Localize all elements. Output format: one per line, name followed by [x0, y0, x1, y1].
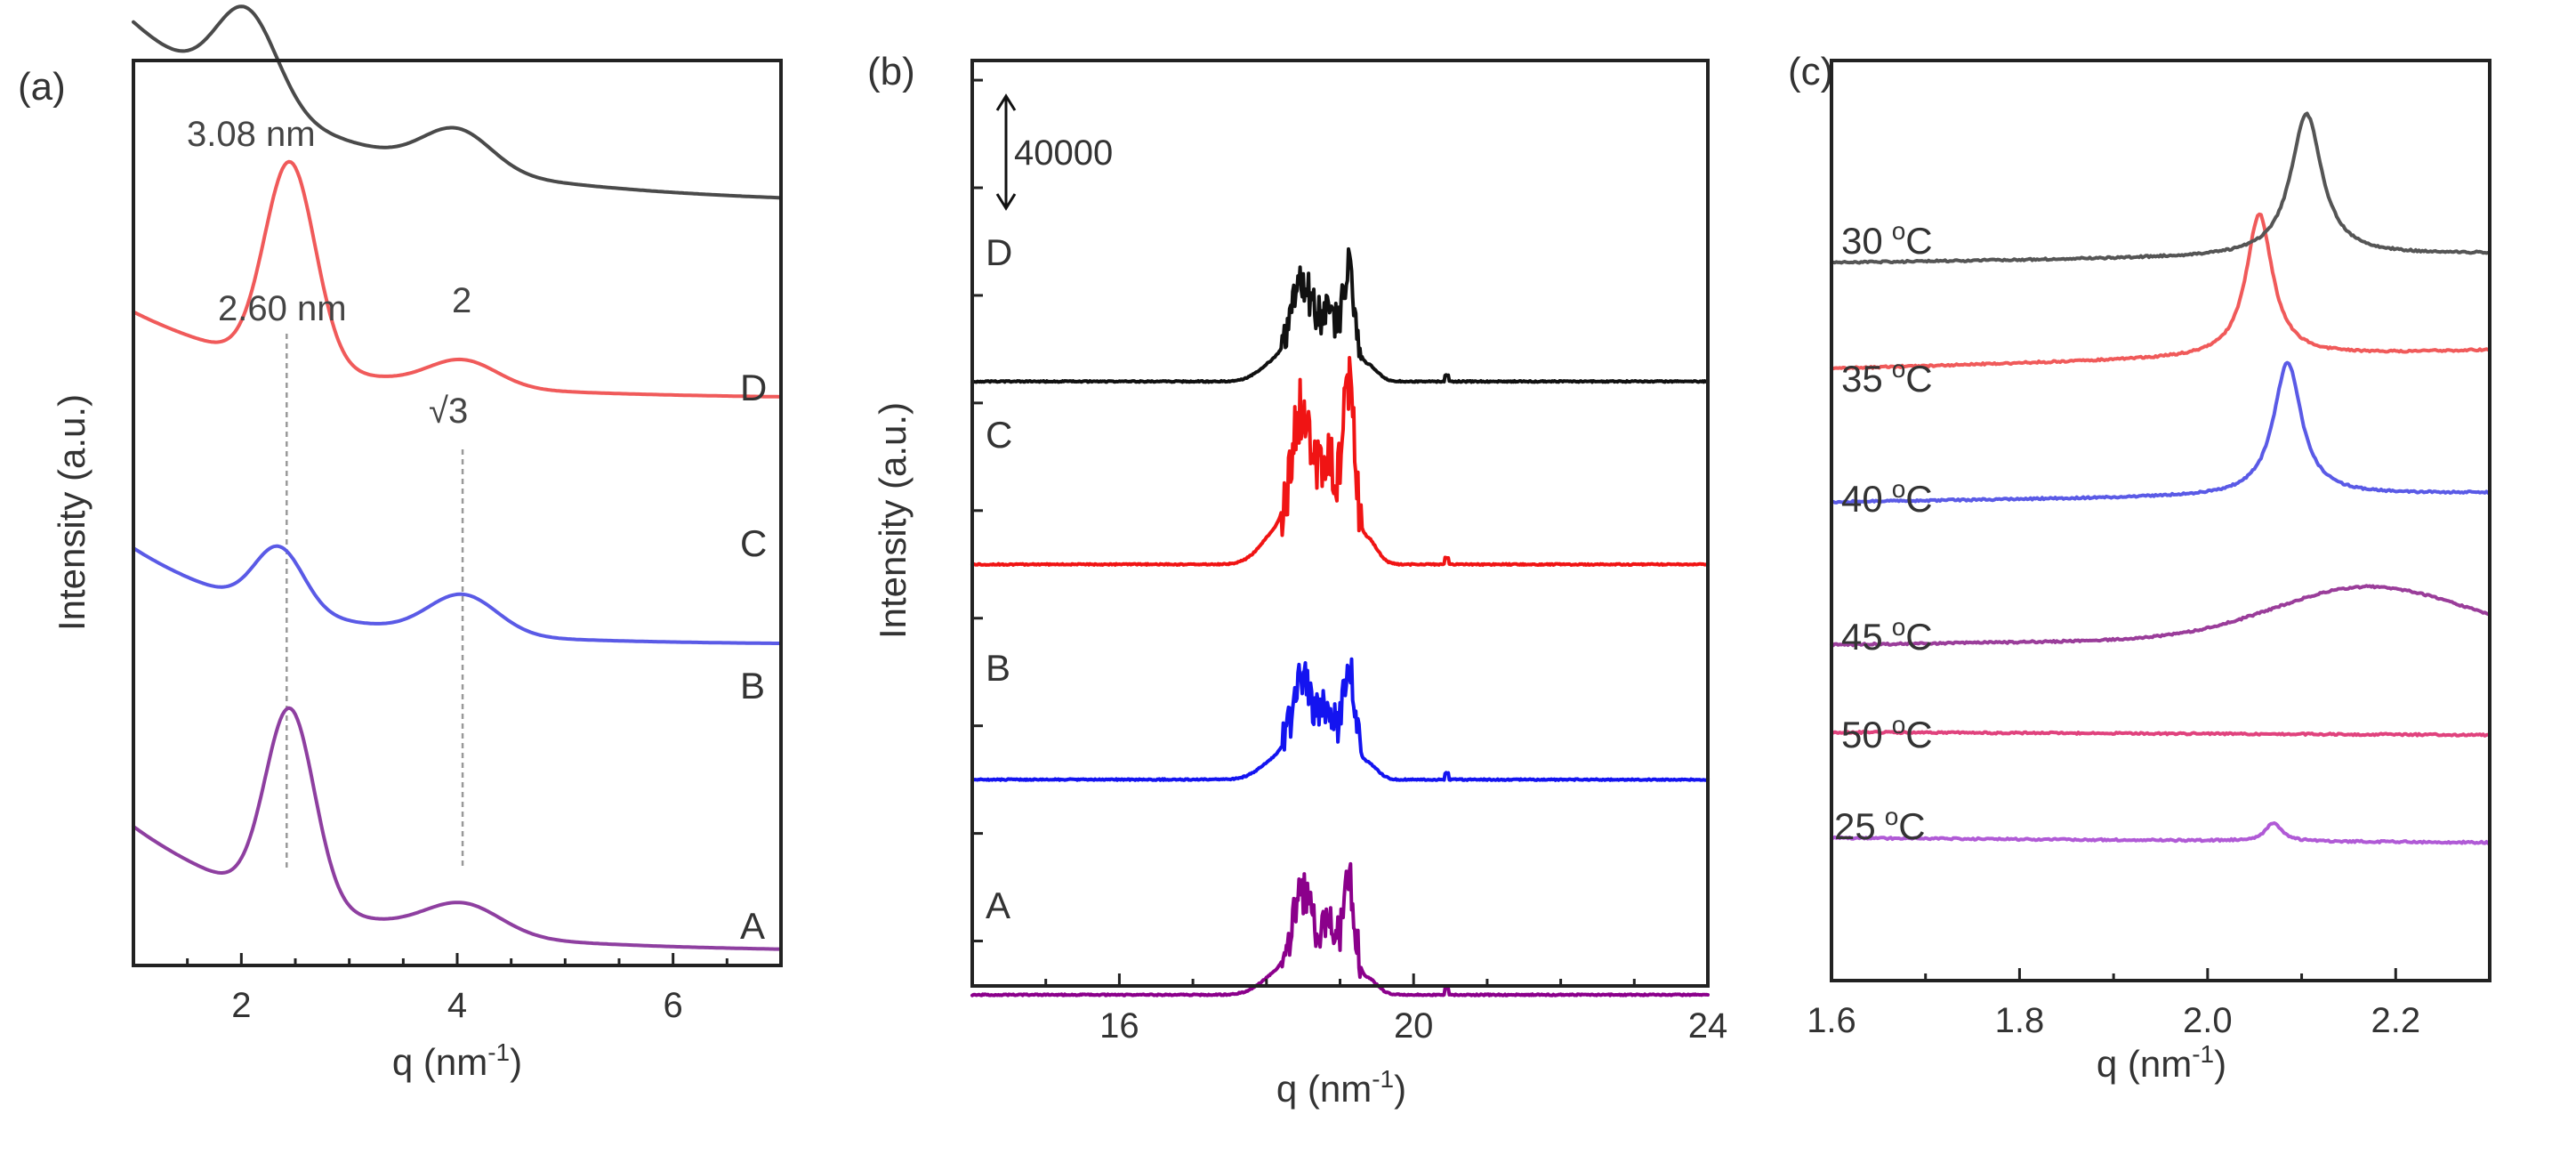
b-ticks: 16 20 24 [972, 78, 1728, 1046]
temp-40-unit: C [1905, 478, 1932, 520]
curve-label-a-A: A [740, 905, 765, 947]
temp-label-50: 50 oC [1841, 711, 1933, 755]
c-curve-1 [1830, 730, 2491, 738]
panel-c-xlabel-main: q (nm [2097, 1043, 2192, 1085]
panel-b-xlabel-main: q (nm [1276, 1068, 1372, 1110]
panel-a-xlabel-sup: -1 [487, 1038, 510, 1066]
b-curves [970, 246, 1710, 997]
temp-30-unit: C [1905, 220, 1932, 262]
a-curve-C [132, 159, 783, 399]
panel-b-frame [970, 59, 1710, 988]
b-x-tick-label: 24 [1688, 1006, 1728, 1046]
c-curve-5 [1830, 111, 2491, 265]
temp-50-sup: o [1892, 711, 1906, 739]
panel-a-xlabel: q (nm-1) [392, 1038, 522, 1083]
c-x-tick-label: 2.2 [2371, 1001, 2420, 1040]
c-x-ticks: 1.6 1.8 2.0 2.2 [1807, 968, 2491, 1040]
temp-35-sup: o [1892, 355, 1906, 383]
annotation-2.60nm: 2.60 nm [218, 289, 347, 328]
temp-25-value: 25 [1834, 805, 1876, 847]
c-curve-3 [1830, 360, 2491, 505]
a-x-tick-label: 2 [231, 986, 251, 1025]
temp-label-45: 45 oC [1841, 613, 1933, 658]
temp-40-sup: o [1892, 475, 1906, 503]
panel-b-xlabel-close: ) [1394, 1068, 1406, 1110]
c-curve-0 [1830, 821, 2491, 845]
b-curve-C [970, 356, 1710, 567]
a-curves [132, 4, 783, 951]
temp-50-unit: C [1905, 714, 1932, 755]
panel-a-frame [132, 59, 783, 967]
temp-35-unit: C [1905, 358, 1932, 400]
a-curve-B [132, 544, 783, 646]
panel-b: (b) 16 20 24 40000 Intensity (a.u.) q (nm-… [867, 50, 1727, 1110]
panel-a: (a) 2 4 6 Intensity (a.u.) q (nm-1) 3.08 n… [18, 4, 783, 1083]
annotation-3.08nm: 3.08 nm [187, 115, 316, 154]
c-x-tick-label: 2.0 [2183, 1001, 2233, 1040]
panel-b-xlabel-sup: -1 [1372, 1065, 1394, 1093]
temp-30-sup: o [1892, 217, 1906, 245]
panel-b-xlabel: q (nm-1) [1276, 1065, 1406, 1110]
a-curve-A [132, 706, 783, 951]
annotation-sqrt3: √3 [429, 392, 468, 431]
panel-c-xlabel: q (nm-1) [2097, 1040, 2226, 1085]
panel-a-xlabel-close: ) [510, 1041, 522, 1083]
temp-25-sup: o [1885, 803, 1899, 830]
panel-b-ylabel: Intensity (a.u.) [872, 402, 914, 639]
a-x-ticks: 2 4 6 [186, 953, 729, 1025]
a-x-tick-label: 6 [664, 986, 683, 1025]
temp-50-value: 50 [1841, 714, 1883, 755]
b-x-tick-label: 20 [1394, 1006, 1434, 1046]
curve-label-a-D: D [740, 367, 767, 408]
scale-bar-arrows [995, 93, 1017, 211]
panel-c: (c) 1.6 1.8 2.0 2.2 q (nm-1) 30 oC 35 oC 40 oC… [1788, 50, 2491, 1085]
c-curve-4 [1830, 212, 2491, 371]
a-curve-D [132, 4, 783, 200]
panel-c-xlabel-sup: -1 [2192, 1040, 2214, 1068]
panel-a-label: (a) [18, 65, 66, 109]
c-curve-2 [1830, 584, 2491, 648]
curve-label-b-C: C [986, 414, 1012, 456]
panel-c-xlabel-close: ) [2214, 1043, 2226, 1085]
scale-bar-label: 40000 [1014, 133, 1113, 173]
curve-label-b-A: A [986, 884, 1010, 926]
temp-45-sup: o [1892, 613, 1906, 641]
curve-label-b-D: D [986, 231, 1012, 273]
curve-label-a-C: C [740, 522, 767, 564]
curve-label-a-B: B [740, 665, 765, 707]
c-x-tick-label: 1.8 [1995, 1001, 2045, 1040]
temp-label-25: 25 oC [1834, 803, 1926, 847]
b-curve-A [970, 861, 1710, 997]
panel-a-ylabel: Intensity (a.u.) [51, 394, 93, 631]
c-x-tick-label: 1.6 [1807, 1001, 1856, 1040]
a-guide-lines [286, 334, 464, 870]
temp-40-value: 40 [1841, 478, 1883, 520]
b-x-tick-label: 16 [1099, 1006, 1139, 1046]
a-x-tick-label: 4 [447, 986, 467, 1025]
temp-label-30: 30 oC [1841, 217, 1933, 262]
b-curve-D [970, 246, 1710, 384]
curve-label-b-B: B [986, 647, 1010, 689]
temp-25-unit: C [1898, 805, 1925, 847]
temp-label-40: 40 oC [1841, 475, 1933, 520]
panel-a-xlabel-main: q (nm [392, 1041, 487, 1083]
temp-35-value: 35 [1841, 358, 1883, 400]
panel-c-label: (c) [1788, 50, 1833, 93]
temp-30-value: 30 [1841, 220, 1883, 262]
b-curve-B [970, 657, 1710, 782]
scale-bar: 40000 [995, 93, 1113, 211]
annotation-order-2: 2 [452, 281, 471, 320]
temp-45-unit: C [1905, 616, 1932, 658]
temp-45-value: 45 [1841, 616, 1883, 658]
panel-c-frame [1830, 59, 2491, 982]
panel-b-label: (b) [867, 50, 915, 93]
c-curves [1830, 111, 2491, 845]
temp-label-35: 35 oC [1841, 355, 1933, 400]
